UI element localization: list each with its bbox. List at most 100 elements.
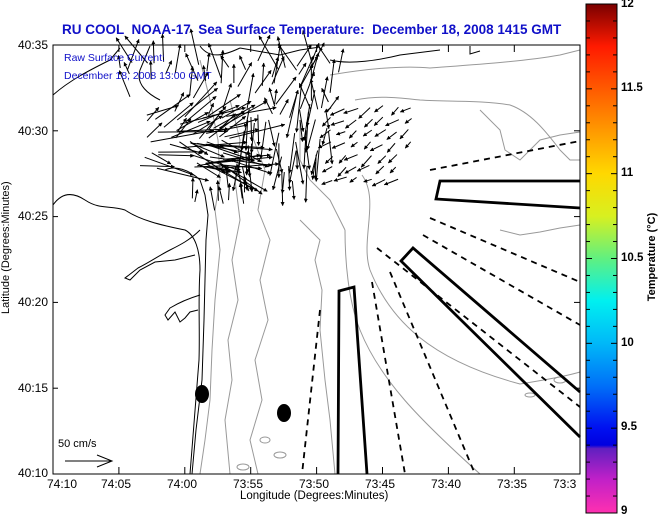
current-vector [237,62,253,87]
current-vector [189,65,195,97]
current-vector [194,189,199,203]
current-vector [207,144,255,162]
current-vector [206,52,211,72]
x-tick-label: 73:45 [364,477,396,491]
current-vector [337,166,347,177]
chart-title: RU COOL NOAA-17 Sea Surface Temperature:… [62,22,562,37]
current-vector [294,85,302,133]
current-vector [404,118,412,124]
current-vector [179,141,226,174]
current-vector [385,119,400,127]
current-vector [277,43,298,71]
colorbar-tick-label: 10 [621,337,634,349]
colorbar-tick-label: 10.5 [621,252,644,264]
current-vector [208,186,216,211]
x-tick-label: 73:3 [553,477,577,491]
current-vector [244,119,249,151]
current-vector [208,110,245,139]
shipping-lane-polygons [336,179,581,475]
current-vector [299,71,315,109]
current-vector [174,92,185,112]
current-vector [209,156,273,167]
current-vector [318,47,331,64]
current-vector [244,153,249,176]
current-vector [190,142,225,158]
current-vector [360,155,372,168]
current-vector [217,186,224,204]
current-vector [254,69,272,94]
current-vector [271,56,280,78]
current-vector [343,107,359,114]
current-vector [198,106,227,139]
x-tick-label: 74:05 [100,477,132,491]
current-vector [229,123,286,139]
current-vector [231,153,242,192]
current-vector [256,114,261,146]
x-tick-label: 73:40 [430,477,462,491]
current-vector [155,94,191,120]
current-vector [190,177,195,199]
x-tick-label: 74:00 [166,477,198,491]
x-tick-label: 73:50 [298,477,330,491]
current-vector [207,43,222,79]
current-vector [264,97,273,115]
current-vector [298,62,307,75]
scale-arrow [65,454,114,468]
current-vector [333,176,347,182]
current-vector [345,119,357,129]
current-vector [317,141,332,149]
current-vector [189,141,209,156]
current-vector [321,127,328,146]
current-vector [327,131,334,165]
current-vectors [115,28,412,211]
current-vector [163,102,194,128]
current-vector [350,141,358,148]
x-tick-label: 73:55 [232,477,264,491]
current-vector [117,55,121,68]
current-vector [220,49,225,84]
colorbar-tick-label: 11.5 [621,82,643,94]
station-marker-1[interactable] [195,385,209,403]
current-vector [174,43,182,74]
current-vector [192,115,223,135]
current-vector [369,144,383,152]
y-axis-label: Latitude (Degrees:Minutes) [0,181,12,314]
current-vector [206,123,249,134]
current-vector [158,153,195,158]
current-vector [371,179,386,187]
current-vector [208,102,214,115]
current-vector [330,120,345,126]
current-vector [299,55,315,89]
current-vector [118,70,131,97]
current-vector [268,119,276,147]
current-vector [215,180,220,201]
current-vector [123,62,130,75]
colorbar-ticks [586,3,617,514]
y-tick-label: 40:25 [17,209,48,223]
current-vector [206,141,238,154]
current-vector [146,107,160,122]
current-vector [329,108,345,116]
y-tick-label: 40:10 [17,466,48,480]
current-vector [389,166,397,174]
current-vector [383,178,399,186]
current-vector [268,132,280,176]
current-vector [201,65,207,81]
current-vector [150,129,215,143]
current-vector [165,60,173,75]
current-vector [221,100,252,119]
current-vector [276,36,286,68]
current-vector [192,71,209,99]
current-vector [279,98,289,115]
current-vector [305,89,316,127]
x-axis-label: Longitude (Degrees:Minutes) [240,490,389,502]
current-vector [324,156,334,164]
current-vector [239,182,245,204]
current-vector [274,88,279,105]
current-vector [310,150,319,176]
station-marker-2[interactable] [277,404,291,422]
current-vector [246,152,251,174]
current-vector [235,163,242,186]
current-vector [399,129,409,140]
current-vector [151,152,172,165]
